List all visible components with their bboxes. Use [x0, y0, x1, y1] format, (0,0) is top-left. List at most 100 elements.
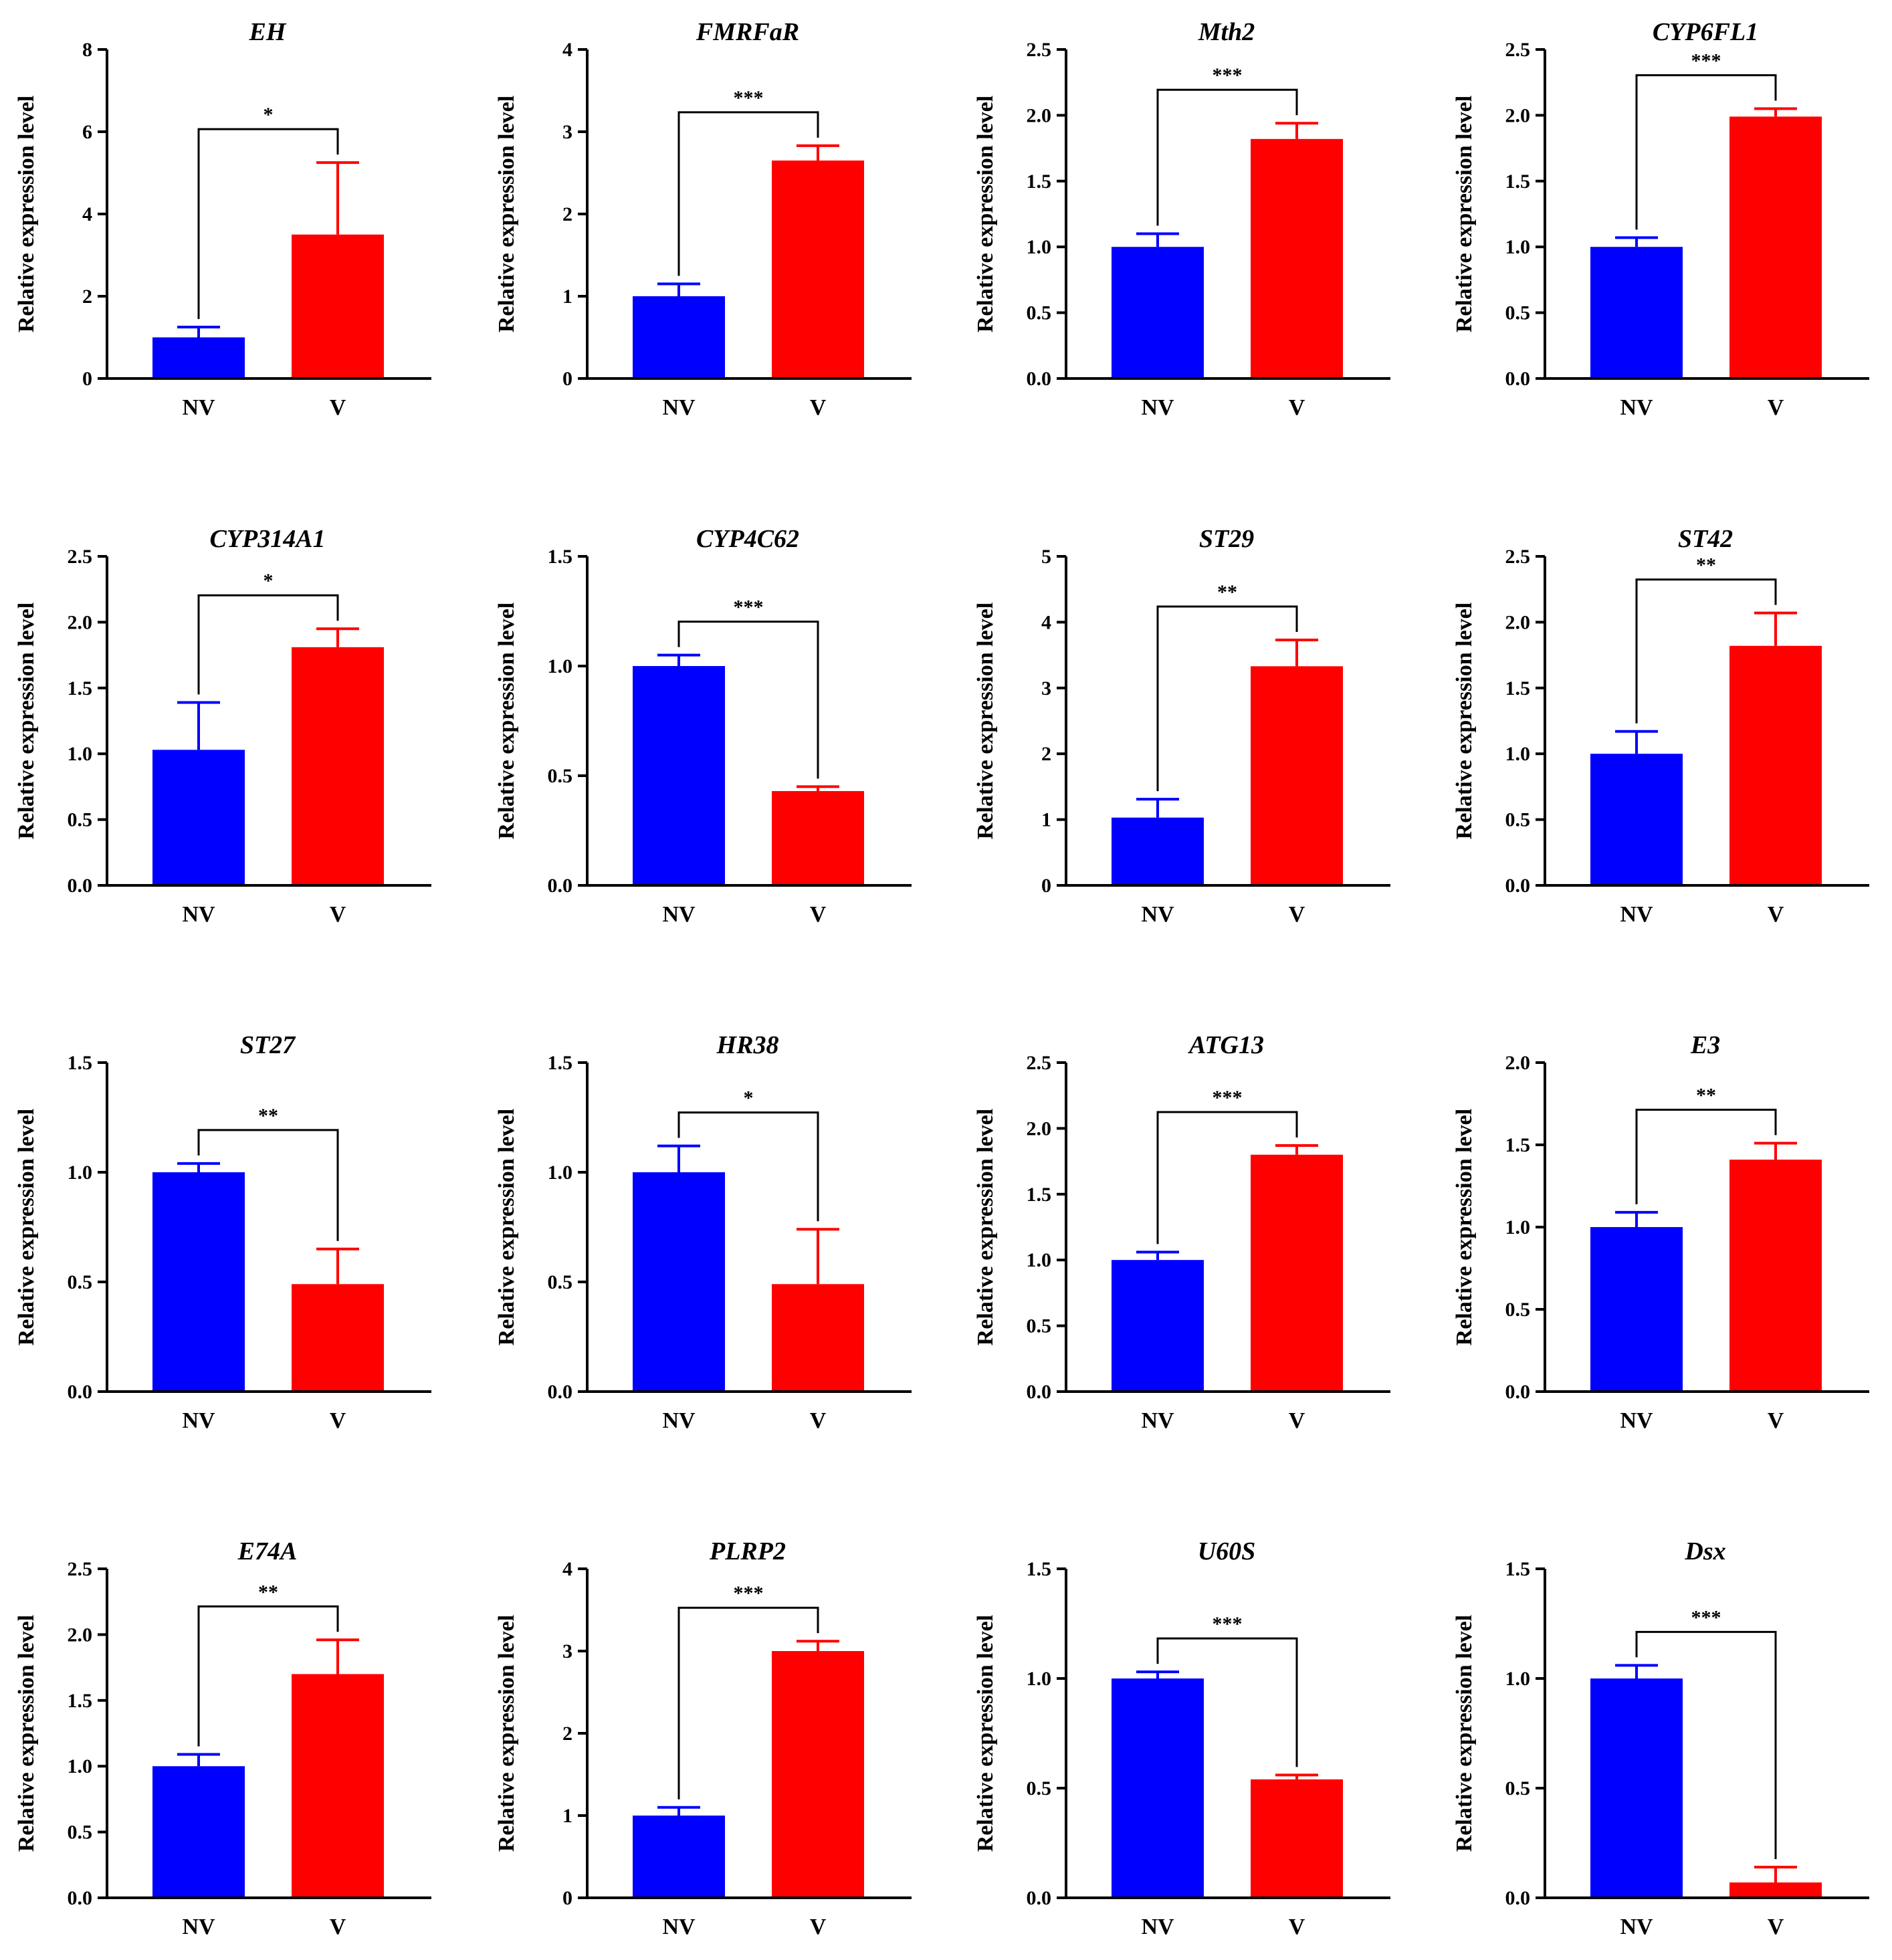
- x-tick-label: NV: [182, 1915, 215, 1939]
- x-tick-label: V: [1768, 1408, 1784, 1433]
- significance-marker: ***: [1213, 1613, 1243, 1635]
- y-tick-label: 1.5: [1027, 1184, 1052, 1206]
- significance-bracket: [1635, 74, 1777, 230]
- y-tick-label: 1.5: [68, 1052, 93, 1074]
- bar-v: [1729, 116, 1822, 379]
- y-tick-label: 0.0: [548, 875, 573, 897]
- x-tick-label: V: [1768, 1915, 1784, 1939]
- bar-nv: [633, 1816, 725, 1898]
- chart-title: Mth2: [1198, 18, 1255, 46]
- y-axis-label: Relative expression level: [973, 1615, 998, 1852]
- bar-nv: [152, 750, 245, 885]
- y-tick-label: 0.5: [68, 1822, 93, 1844]
- y-tick-label: 1.5: [1505, 677, 1531, 699]
- y-tick-label: 0.0: [1505, 875, 1531, 897]
- significance-marker: *: [744, 1087, 754, 1109]
- y-tick-label: 4: [1041, 611, 1051, 633]
- x-tick-label: NV: [662, 902, 696, 927]
- chart-e3: E3 Relative expression level NV V ** 0.0 0.5 1.…: [1452, 1031, 1869, 1433]
- x-tick-label: NV: [662, 395, 696, 420]
- y-tick-label: 1.5: [68, 677, 93, 699]
- y-axis-label: Relative expression level: [973, 96, 998, 332]
- x-tick-label: V: [810, 1915, 827, 1939]
- chart-title: EH: [249, 18, 287, 46]
- bar-v: [772, 1651, 864, 1898]
- y-tick-label: 0.5: [548, 1271, 573, 1293]
- significance-bracket: [1156, 1111, 1298, 1244]
- y-axis-label: Relative expression level: [1452, 603, 1477, 839]
- chart-fmrfar: FMRFaR Relative expression level NV V *** 0 1 2…: [494, 18, 912, 420]
- significance-bracket: [677, 111, 819, 276]
- bar-v: [292, 1284, 384, 1392]
- y-tick-label: 1.5: [1505, 171, 1531, 193]
- x-tick-label: V: [1289, 395, 1305, 420]
- y-tick-label: 3: [562, 121, 572, 143]
- significance-bracket: [677, 1111, 819, 1222]
- chart-cyp4c62: CYP4C62 Relative expression level NV V *** 0.…: [494, 525, 912, 927]
- bar-nv: [1590, 1678, 1683, 1898]
- significance-bracket: [197, 128, 339, 320]
- x-tick-label: NV: [1620, 1408, 1653, 1433]
- x-tick-label: NV: [1141, 902, 1174, 927]
- bar-nv: [1590, 247, 1683, 378]
- y-tick-label: 2.0: [68, 1624, 93, 1646]
- x-tick-label: NV: [182, 902, 215, 927]
- y-tick-label: 1.0: [68, 743, 93, 765]
- y-tick-label: 0.5: [548, 765, 573, 787]
- significance-marker: ***: [734, 596, 764, 619]
- y-tick-label: 2.5: [68, 1558, 93, 1580]
- bar-nv: [1112, 1678, 1204, 1898]
- significance-marker: **: [1696, 1085, 1716, 1107]
- chart-mth2: Mth2 Relative expression level NV V *** 0.0 0.…: [973, 18, 1390, 420]
- y-tick-label: 1.0: [1505, 1216, 1531, 1238]
- y-tick-label: 2: [82, 286, 92, 308]
- y-tick-label: 2: [562, 1723, 572, 1745]
- chart-st29: ST29 Relative expression level NV V ** 0 1 2 3 4 5: [973, 525, 1390, 927]
- chart-title: ST42: [1678, 525, 1733, 553]
- x-tick-label: V: [330, 902, 346, 927]
- y-tick-label: 1.0: [68, 1162, 93, 1184]
- bar-v: [1251, 666, 1343, 885]
- y-tick-label: 1.0: [68, 1755, 93, 1777]
- bar-nv: [152, 1766, 245, 1898]
- y-tick-label: 2.0: [68, 611, 93, 633]
- significance-marker: ***: [734, 1582, 764, 1604]
- x-tick-label: NV: [1141, 1408, 1174, 1433]
- y-tick-label: 1.5: [1505, 1134, 1531, 1156]
- y-tick-label: 2.5: [1505, 39, 1531, 61]
- chart-st42: ST42 Relative expression level NV V ** 0.0 0.5…: [1452, 525, 1869, 927]
- chart-dsx: Dsx Relative expression level NV V *** 0.0 0.5…: [1452, 1537, 1869, 1939]
- bar-nv: [152, 1172, 245, 1392]
- chart-title: Dsx: [1684, 1537, 1725, 1565]
- y-tick-label: 0.0: [1027, 368, 1052, 390]
- chart-plrp2: PLRP2 Relative expression level NV V *** 0 1 2 3…: [494, 1537, 912, 1939]
- bar-v: [1251, 1154, 1343, 1392]
- y-tick-label: 0.0: [1027, 1381, 1052, 1403]
- y-axis-label: Relative expression level: [1452, 96, 1477, 332]
- chart-title: FMRFaR: [696, 18, 799, 46]
- significance-bracket: [1156, 1637, 1298, 1767]
- significance-marker: ***: [1213, 64, 1243, 86]
- y-tick-label: 0.0: [548, 1381, 573, 1403]
- y-tick-label: 1.5: [548, 1052, 573, 1074]
- x-tick-label: V: [1289, 902, 1305, 927]
- chart-title: E74A: [237, 1537, 298, 1565]
- y-axis-label: Relative expression level: [494, 603, 519, 839]
- y-tick-label: 0.0: [1505, 368, 1531, 390]
- y-axis-label: Relative expression level: [1452, 1615, 1477, 1852]
- y-tick-label: 0.5: [68, 1271, 93, 1293]
- chart-atg13: ATG13 Relative expression level NV V *** 0.0 0…: [973, 1031, 1390, 1433]
- bar-v: [772, 1284, 864, 1392]
- chart-title: ST29: [1199, 525, 1254, 553]
- y-tick-label: 0.5: [1027, 1315, 1052, 1337]
- bar-v: [292, 1674, 384, 1898]
- x-tick-label: NV: [662, 1915, 696, 1939]
- significance-bracket: [1635, 1109, 1777, 1204]
- chart-title: ST27: [240, 1031, 296, 1059]
- significance-marker: **: [258, 1105, 278, 1127]
- y-tick-label: 1.0: [1027, 1668, 1052, 1690]
- y-tick-label: 2.0: [1027, 104, 1052, 126]
- y-tick-label: 6: [82, 121, 92, 143]
- y-axis-label: Relative expression level: [494, 1615, 519, 1852]
- chart-title: CYP314A1: [209, 525, 325, 553]
